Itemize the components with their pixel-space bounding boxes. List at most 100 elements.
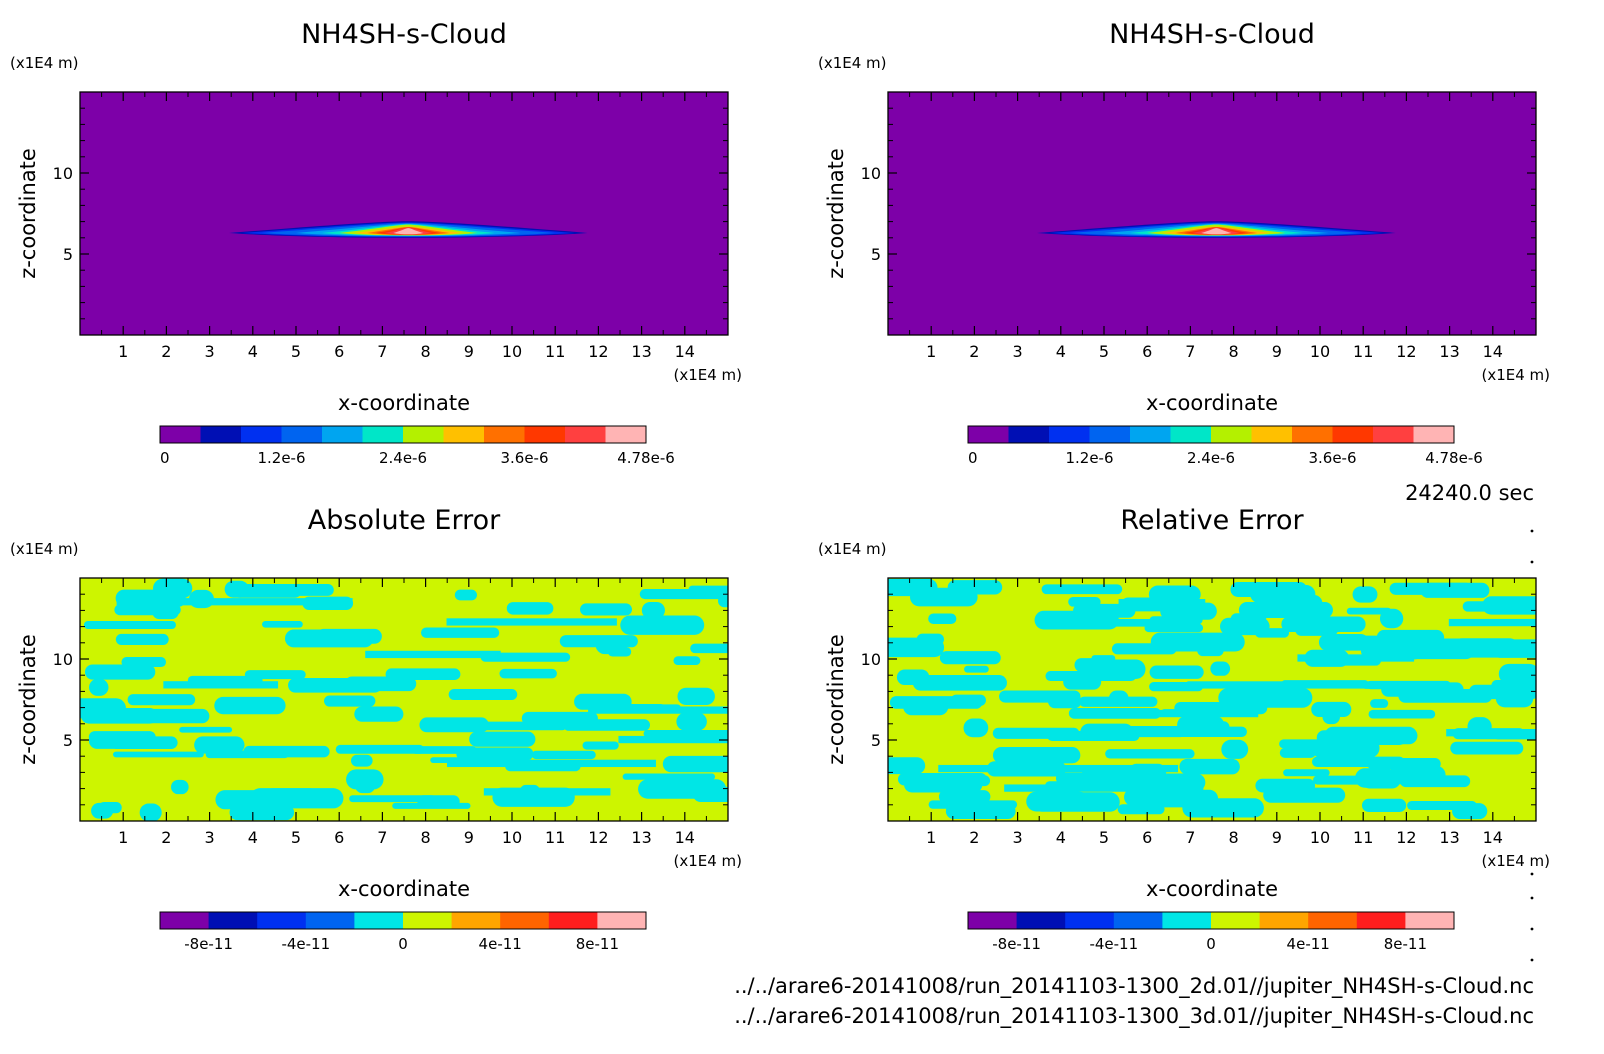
colorbar-tick-label: 0 (968, 449, 978, 467)
error-patch (1352, 586, 1378, 603)
x-tick-label: 9 (464, 828, 474, 847)
edge-dots (1530, 529, 1534, 962)
colorbar-swatch (1332, 426, 1374, 443)
error-patch (288, 677, 382, 693)
error-patch (1367, 757, 1441, 770)
colorbar-tick-label: -4e-11 (281, 935, 330, 953)
colorbar-swatch (200, 426, 242, 443)
error-band (1093, 709, 1259, 718)
x-tick-label: 11 (1353, 828, 1373, 847)
x-tick-label: 3 (205, 828, 215, 847)
colorbar-swatch (160, 426, 201, 443)
error-patch (499, 668, 557, 679)
colorbar-tick-label: -8e-11 (184, 935, 233, 953)
x-tick-label: 7 (1185, 828, 1195, 847)
error-patch (194, 736, 245, 754)
error-patch (244, 670, 306, 680)
cloud-contour-level-11 (393, 228, 424, 235)
x-unit-label: (x1E4 m) (673, 852, 742, 870)
x-tick-label: 12 (1396, 828, 1416, 847)
x-unit-label: (x1E4 m) (1481, 366, 1550, 384)
error-patch (1063, 674, 1102, 690)
x-tick-label: 2 (969, 828, 979, 847)
x-tick-label: 3 (1013, 342, 1023, 361)
colorbar-swatch (484, 426, 525, 443)
panel-title: Absolute Error (308, 505, 501, 536)
x-tick-label: 8 (421, 342, 431, 361)
x-tick-label: 11 (545, 828, 565, 847)
error-band (446, 759, 656, 768)
error-patch (139, 803, 162, 821)
error-patch (1279, 747, 1316, 758)
error-patch (1399, 775, 1471, 788)
x-tick-label: 5 (1099, 342, 1109, 361)
x-tick-label: 3 (205, 342, 215, 361)
x-tick-label: 8 (421, 828, 431, 847)
colorbar-swatch (1356, 912, 1406, 929)
error-patch (947, 580, 1003, 595)
x-tick-label: 6 (334, 828, 344, 847)
chart-panel-1: NH4SH-s-Cloud (x1E4 m) (x1E4 m) x-coordinat… (10, 19, 742, 467)
error-patch (673, 656, 701, 666)
error-patch (950, 694, 986, 706)
colorbar-swatch (322, 426, 363, 443)
x-tick-label: 7 (377, 828, 387, 847)
error-patch (1105, 749, 1195, 759)
colorbar-swatch (451, 912, 501, 929)
error-patch (1482, 596, 1536, 615)
colorbar-swatch (1211, 426, 1252, 443)
error-patch (1295, 623, 1338, 636)
x-tick-label: 11 (1353, 342, 1373, 361)
y-tick-label: 5 (871, 245, 881, 264)
y-unit-label: (x1E4 m) (818, 540, 887, 558)
x-tick-label: 8 (1229, 342, 1239, 361)
error-patch (1452, 803, 1488, 820)
error-patch (171, 779, 189, 795)
x-tick-label: 5 (291, 342, 301, 361)
error-patch (1370, 699, 1389, 708)
error-patch (114, 604, 181, 616)
error-band (588, 706, 728, 714)
x-tick-label: 9 (1272, 828, 1282, 847)
error-patch (1491, 639, 1536, 658)
error-patch (888, 578, 938, 597)
error-patch (224, 580, 249, 598)
plot-area (80, 92, 728, 335)
x-tick-label: 12 (588, 828, 608, 847)
error-patch (91, 802, 114, 819)
x-tick-label: 14 (1483, 828, 1503, 847)
x-axis-label: x-coordinate (1146, 877, 1278, 901)
colorbar: -8e-11 -4e-11 0 4e-11 8e-11 (159, 911, 647, 953)
error-band (1448, 618, 1536, 627)
error-patch (291, 584, 334, 596)
colorbar-swatch (1373, 426, 1414, 443)
x-tick-label: 2 (969, 342, 979, 361)
colorbar-swatch (1259, 912, 1309, 929)
colorbar-tick-label: 4.78e-6 (1425, 449, 1483, 467)
error-band (365, 650, 501, 659)
error-patch (1255, 628, 1290, 638)
colorbar-swatch (968, 912, 1018, 929)
error-patch (1041, 584, 1123, 595)
error-patch (1346, 607, 1392, 615)
colorbar-swatch (1065, 912, 1115, 929)
error-patch (1360, 770, 1401, 789)
colorbar-swatch (1008, 426, 1050, 443)
y-tick-label: 5 (63, 731, 73, 750)
x-tick-label: 4 (1056, 828, 1066, 847)
x-axis-label: x-coordinate (338, 391, 470, 415)
error-patch (888, 757, 926, 775)
error-patch (595, 635, 628, 655)
source-file-2: ../../arare6-20141008/run_20141103-1300_… (734, 1004, 1534, 1029)
error-patch (1124, 788, 1161, 807)
colorbar-swatch (160, 912, 210, 929)
error-patch (232, 583, 302, 598)
x-tick-label: 13 (631, 828, 651, 847)
error-patch (113, 751, 204, 758)
error-patch (1322, 709, 1340, 725)
error-patch (1182, 798, 1264, 818)
error-patch (1311, 701, 1352, 718)
colorbar-swatch (1405, 912, 1455, 929)
x-tick-label: 14 (675, 342, 695, 361)
